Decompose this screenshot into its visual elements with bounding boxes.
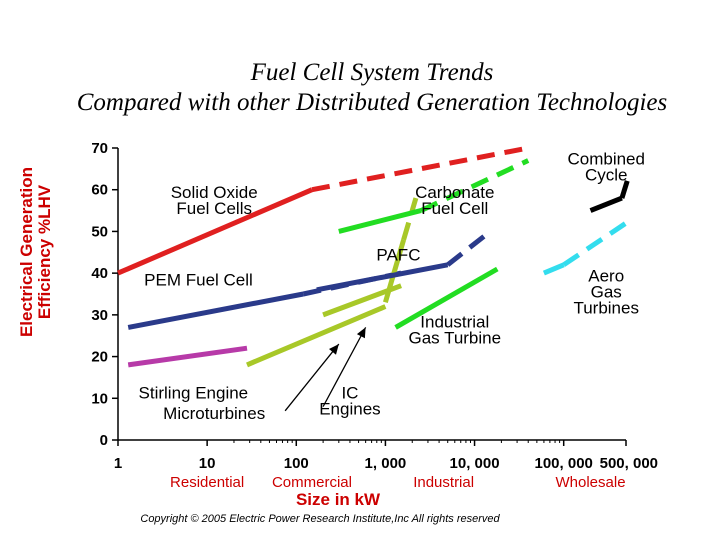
- series-line-current: [127, 345, 248, 368]
- series-solid-oxide-fuel-cells: [117, 145, 529, 276]
- y-tick-label: 60: [91, 182, 108, 199]
- market-segment-label: Residential: [170, 474, 244, 491]
- series-industrial-gas-turbine: [394, 266, 499, 330]
- series-line-projected: [619, 172, 633, 199]
- market-segment-label: Commercial: [272, 474, 352, 491]
- annotation-label: Industrial Gas Turbine: [408, 312, 501, 347]
- series-pafc: [316, 229, 492, 293]
- series-line-projected: [446, 229, 492, 267]
- series-microturbines: [246, 304, 387, 368]
- annotation-label: PAFC: [376, 246, 420, 265]
- series-line-current: [117, 187, 313, 276]
- annotation-label: Aero Gas Turbines: [573, 266, 639, 317]
- annotation-arrows: [284, 327, 367, 412]
- annotation-line: Aero: [588, 266, 624, 285]
- y-tick-label: 40: [91, 265, 108, 282]
- y-axis-label-line-2: Efficiency %LHV: [35, 184, 54, 319]
- annotation-label: Solid Oxide Fuel Cells: [171, 183, 258, 218]
- x-tick-label: 1, 000: [365, 455, 407, 472]
- x-tick-label: 10: [199, 455, 216, 472]
- series-line-current: [338, 208, 422, 234]
- annotation-label: Microturbines: [163, 404, 265, 423]
- annotation-line: Gas: [591, 282, 622, 301]
- x-axis-label: Size in kW: [296, 490, 381, 509]
- annotation-line: Fuel Cell: [421, 199, 488, 218]
- series-combined-cycle: [589, 172, 633, 213]
- series-line-projected: [311, 145, 529, 193]
- annotation-line: Industrial: [420, 312, 489, 331]
- series-line-current: [127, 291, 304, 330]
- series-stirling-engine: [127, 345, 248, 368]
- copyright-text: Copyright © 2005 Electric Power Research…: [140, 513, 500, 525]
- market-segment-label: Industrial: [413, 474, 474, 491]
- axes: 0 10 20 30 40 50 60 70 1 10 100 1, 000 10, 000 100, 0…: [91, 140, 658, 491]
- annotation-line: PEM Fuel Cell: [144, 271, 253, 290]
- y-tick-label: 50: [91, 223, 108, 240]
- x-tick-label: 1: [114, 455, 122, 472]
- y-axis-label-line-1: Electrical Generation: [17, 167, 36, 337]
- annotation-line: Gas Turbine: [408, 328, 501, 347]
- chart-subtitle: Compared with other Distributed Generati…: [77, 89, 668, 116]
- series-line-current: [589, 195, 623, 213]
- annotation-line: PAFC: [376, 246, 420, 265]
- x-tick-label: 500, 000: [600, 455, 658, 472]
- x-tick-label: 100: [284, 455, 309, 472]
- annotation-arrow-shaft: [322, 327, 367, 407]
- annotation-label: PEM Fuel Cell: [144, 271, 253, 290]
- annotation-line: Stirling Engine: [139, 383, 249, 402]
- y-tick-label: 0: [100, 432, 108, 449]
- annotation-label: Stirling Engine: [139, 383, 249, 402]
- y-tick-label: 10: [91, 390, 108, 407]
- y-axis-label: Electrical Generation Efficiency %LHV: [17, 167, 54, 337]
- annotation-line: Carbonate: [415, 183, 494, 202]
- y-tick-label: 30: [91, 307, 108, 324]
- annotation-label: Carbonate Fuel Cell: [415, 183, 494, 218]
- series-line-projected: [419, 158, 530, 213]
- x-tick-label: 100, 000: [534, 455, 592, 472]
- series-ic-engines: [322, 197, 419, 318]
- series-line-current: [382, 239, 407, 303]
- annotation-label: IC Engines: [319, 383, 380, 418]
- series-line-projected: [401, 197, 419, 241]
- series-line-current: [246, 304, 387, 368]
- market-segment-label: Wholesale: [556, 474, 626, 491]
- y-tick-label: 20: [91, 349, 108, 366]
- series-line-current: [542, 262, 565, 276]
- series-line-current: [316, 262, 449, 293]
- series-carbonate-fuel-cell: [338, 158, 530, 234]
- annotation-line: IC: [341, 383, 358, 402]
- series-aero-gas-turbines: [542, 221, 628, 276]
- x-tick-label: 10, 000: [450, 455, 500, 472]
- series-layer: [117, 145, 633, 368]
- annotation-line: Combined: [567, 150, 645, 169]
- annotation-line: Microturbines: [163, 404, 265, 423]
- series-line-projected: [562, 221, 628, 267]
- annotation-line: Engines: [319, 399, 380, 418]
- annotation-arrow-shaft: [284, 343, 340, 412]
- annotation-arrow-head: [356, 327, 366, 339]
- annotation-arrow-head: [329, 344, 339, 355]
- annotation-label: Combined Cycle: [567, 150, 645, 185]
- annotation-line: Fuel Cells: [176, 199, 252, 218]
- y-tick-label: 70: [91, 140, 108, 157]
- chart-title: Fuel Cell System Trends: [250, 59, 494, 86]
- annotation-line: Turbines: [573, 298, 639, 317]
- annotation-line: Solid Oxide: [171, 183, 258, 202]
- series-line-current: [394, 266, 499, 330]
- annotation-line: Cycle: [585, 166, 628, 185]
